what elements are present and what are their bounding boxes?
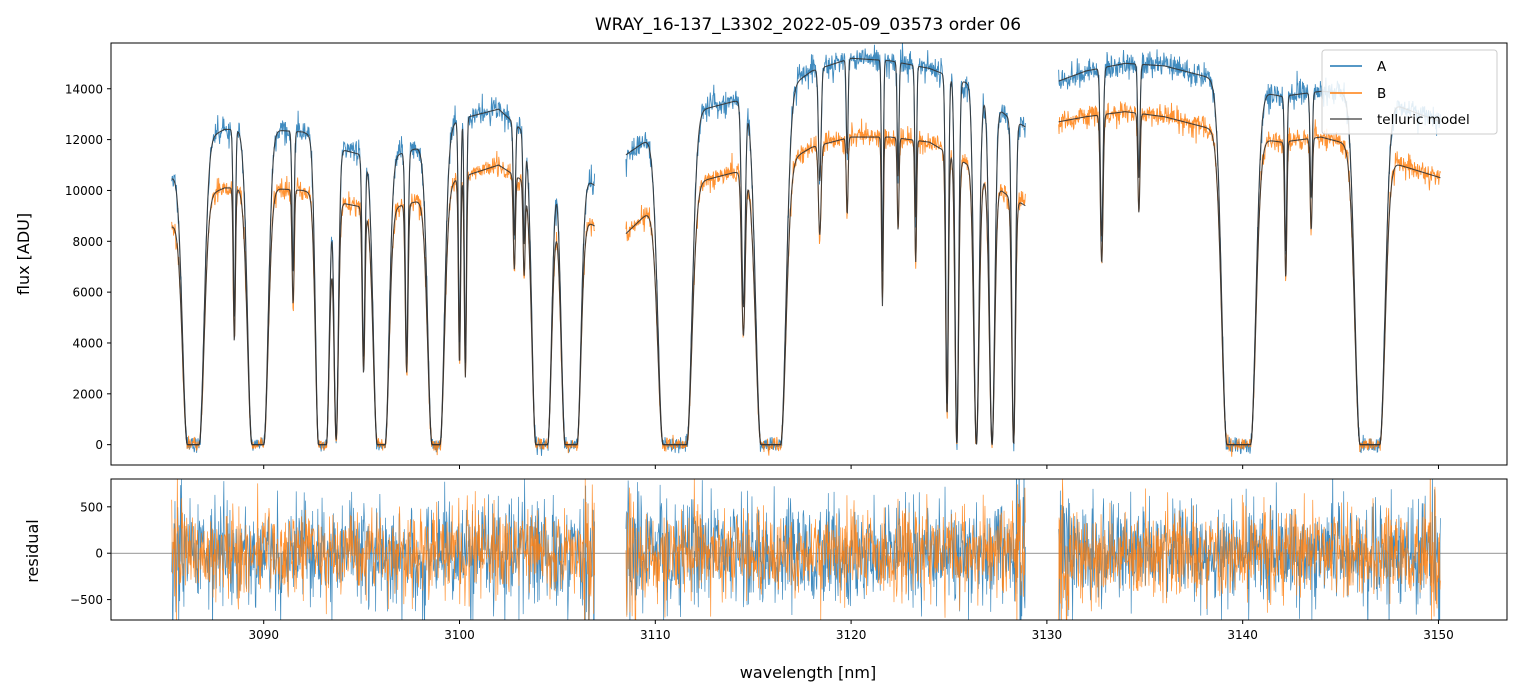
residual-x-tick-label: 3110 [640,628,671,642]
legend-label-telluric: telluric model [1377,112,1470,128]
flux-y-ticks: 0 2000 4000 6000 8000 10000 12000 14000 [65,82,111,452]
residual-axes-frame [110,478,1508,621]
residual-x-tick-label: 3130 [1032,628,1063,642]
flux-axes-frame [110,42,1508,466]
legend-label-a: A [1377,59,1387,75]
series-a-flux-segment-2 [625,43,1026,454]
residual-y-ticks: −500 0 500 [70,500,111,607]
series-b-residual-segment-1 [171,479,595,620]
residual-x-tick-label: 3140 [1227,628,1258,642]
residual-series-group [111,479,1507,620]
flux-y-tick-label: 4000 [72,336,103,350]
flux-y-tick-label: 14000 [65,82,103,96]
flux-y-tick-label: 8000 [72,235,103,249]
flux-y-tick-label: 2000 [72,387,103,401]
flux-y-tick-label: 10000 [65,184,103,198]
residual-x-tick-label: 3090 [248,628,279,642]
flux-panel: 0 2000 4000 6000 8000 10000 12000 14000 flux [A… [14,42,1508,469]
residual-y-axis-label: residual [23,519,42,582]
legend-box [1321,49,1498,135]
x-axis-label: wavelength [nm] [740,663,877,682]
telluric-model-b-segment-1 [171,164,595,446]
series-b-residual-segment-3 [1058,479,1441,620]
telluric-model-b-segment-2 [625,136,1026,446]
residual-y-tick-label: −500 [70,593,103,607]
chart-title: WRAY_16-137_L3302_2022-05-09_03573 order… [595,15,1021,35]
flux-y-tick-label: 0 [95,438,103,452]
series-b-flux-segment-2 [625,118,1026,456]
residual-x-tick-label: 3100 [444,628,475,642]
residual-y-tick-label: 500 [80,500,103,514]
residual-x-tick-label: 3120 [836,628,867,642]
residual-y-tick-label: 0 [95,547,103,561]
residual-x-ticks: 3090 3100 3110 3120 3130 3140 3150 [248,620,1454,642]
flux-y-tick-label: 6000 [72,286,103,300]
telluric-model-a-segment-2 [625,57,1026,446]
series-a-residual-segment-2 [625,479,1026,620]
legend-label-b: B [1377,86,1386,102]
flux-x-ticks [263,465,1439,469]
residual-panel: −500 0 500 3090 3100 3110 3120 3130 3140 3150 re… [23,478,1508,682]
residual-x-tick-label: 3150 [1423,628,1454,642]
telluric-model-b-segment-3 [1058,111,1441,446]
flux-y-axis-label: flux [ADU] [14,213,33,295]
legend: A B telluric model [1321,49,1498,135]
flux-y-tick-label: 12000 [65,133,103,147]
series-b-residual-segment-2 [625,479,1026,620]
flux-series-group [171,43,1441,457]
